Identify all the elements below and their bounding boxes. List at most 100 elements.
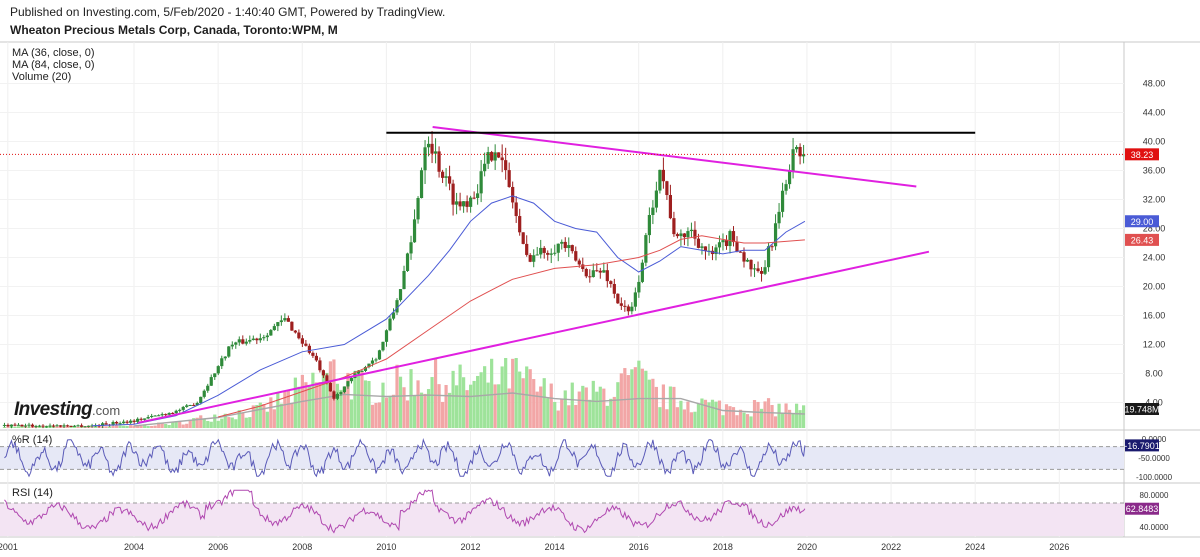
volume-bar — [132, 425, 136, 428]
volume-bar — [532, 379, 536, 428]
candle-body — [630, 306, 634, 312]
volume-bar — [178, 421, 182, 428]
candle-body — [157, 415, 161, 417]
candle-body — [444, 176, 448, 178]
candle-body — [647, 215, 651, 236]
candle-body — [584, 269, 588, 277]
candle-body — [146, 417, 150, 419]
volume-bar — [265, 411, 269, 428]
volume-bar — [118, 425, 122, 428]
volume-bar — [784, 403, 788, 428]
x-tick-2001: 2001 — [0, 542, 18, 552]
volume-bar — [553, 401, 557, 428]
candle-body — [185, 405, 189, 407]
candle-body — [794, 146, 799, 150]
candle-body — [426, 143, 431, 148]
volume-bar — [339, 389, 343, 428]
volume-bar — [525, 366, 529, 428]
legend-ma36[interactable]: MA (36, close, 0) — [12, 47, 95, 59]
williams-r-panel-label[interactable]: %R (14) — [12, 434, 53, 446]
volume-bar — [367, 381, 371, 428]
candle-body — [321, 370, 326, 376]
volume-bar — [787, 409, 792, 428]
candle-body — [556, 243, 560, 253]
volume-bar — [637, 360, 641, 428]
candle-body — [700, 246, 704, 248]
candle-body — [377, 350, 382, 360]
ma36-line — [91, 195, 806, 427]
volume-bar — [616, 382, 620, 428]
symbol-title: Wheaton Precious Metals Corp, Canada, To… — [10, 23, 338, 37]
candle-body — [332, 391, 336, 399]
volume-badge-bg — [1125, 403, 1159, 415]
candle-body — [328, 383, 333, 392]
williams-line — [4, 437, 806, 478]
candle-body — [199, 396, 203, 404]
volume-bar — [598, 386, 602, 428]
volume-bar — [546, 398, 550, 428]
candle-body — [514, 202, 518, 217]
candle-body — [609, 281, 613, 284]
volume-bar — [388, 396, 392, 428]
rsi-panel-label[interactable]: RSI (14) — [12, 487, 53, 499]
candle-body — [483, 163, 487, 172]
volume-bar — [570, 382, 574, 428]
volume-bar — [202, 419, 206, 428]
volume-bar — [304, 382, 308, 428]
volume-bar — [689, 412, 694, 428]
candle-body — [251, 338, 255, 341]
candle-body — [370, 360, 375, 364]
ma84-badge-bg — [1125, 233, 1159, 246]
candle-body — [37, 425, 42, 427]
volume-bar — [13, 426, 17, 428]
last-price-badge: 38.23 — [1131, 150, 1154, 160]
candle-body — [773, 223, 778, 247]
candle-body — [616, 293, 620, 304]
volume-bar — [486, 382, 490, 428]
candle-body — [30, 424, 35, 427]
volume-bar — [230, 417, 234, 428]
y-tick-16.00: 16.00 — [1143, 311, 1166, 321]
candle-body — [122, 421, 126, 424]
legend-ma84[interactable]: MA (84, close, 0) — [12, 59, 95, 71]
candle-body — [286, 318, 290, 322]
volume-bar — [335, 383, 340, 428]
candle-body — [493, 152, 497, 161]
candle-body — [300, 338, 304, 344]
volume-bar — [153, 425, 157, 428]
volume-bar — [763, 401, 767, 428]
volume-bar — [55, 426, 59, 428]
volume-bar — [251, 405, 255, 428]
volume-bar — [777, 403, 781, 428]
candle-body — [770, 246, 774, 248]
volume-bar — [150, 425, 154, 428]
volume-bar — [157, 422, 161, 428]
candle-body — [777, 211, 781, 224]
legend-volume[interactable]: Volume (20) — [12, 71, 72, 83]
candle-body — [192, 404, 196, 406]
rsi-tick-40.0000: 40.0000 — [1140, 523, 1169, 532]
volume-bar — [2, 427, 7, 428]
candle-body — [560, 241, 564, 244]
candle-body — [150, 415, 154, 418]
candle-body — [44, 426, 49, 428]
candle-body — [405, 253, 410, 271]
volume-bar — [314, 382, 319, 428]
volume-bar — [325, 372, 329, 428]
candle-body — [153, 415, 157, 417]
volume-bar — [76, 426, 80, 428]
candle-body — [696, 238, 701, 248]
candle-body — [787, 170, 792, 185]
candle-body — [255, 338, 259, 341]
y-tick-24.00: 24.00 — [1143, 253, 1166, 263]
volume-bar — [444, 384, 448, 428]
volume-bar — [731, 407, 736, 428]
candle-body — [728, 231, 732, 247]
candle-body — [430, 143, 434, 154]
candle-body — [83, 426, 87, 428]
volume-bar — [539, 386, 543, 428]
volume-bar — [595, 391, 599, 428]
volume-bar — [707, 402, 711, 428]
volume-bar — [479, 372, 483, 428]
